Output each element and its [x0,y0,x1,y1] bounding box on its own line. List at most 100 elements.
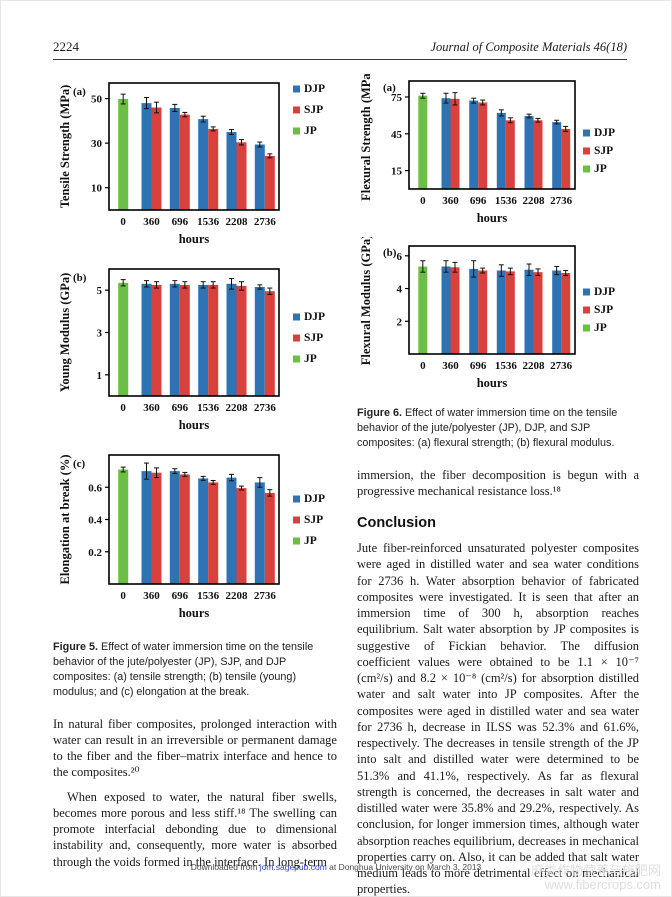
tensile-strength-chart: 0 360 696 1536 2208 2736 10 30 50 hours Tensile St… [58,82,325,246]
legend-label-sjp: SJP [304,514,323,526]
figure5-caption-lead: Figure 5. [53,641,98,653]
x-tick-label: 1536 [197,590,220,602]
x-tick-label: 0 [420,360,426,372]
figure6-caption-text: Effect of water immersion time on the te… [357,407,618,449]
figure5-chart-b: 0 360 696 1536 2208 2736 1 3 5 hours Young Modulus… [53,262,337,446]
body-paragraph-2: When exposed to water, the natural fiber… [53,789,337,869]
bar-sjp [505,120,515,189]
x-tick-label: 2736 [550,360,573,372]
y-tick-label: 4 [397,284,403,296]
x-tick-label: 1536 [197,402,220,414]
figure6-chart-a: 0 360 696 1536 2208 2736 15 45 75 hours Flexural S… [357,69,639,235]
plot-frame [408,245,576,355]
y-tick-label: 3 [97,328,103,340]
bar-djp [254,287,265,396]
y-tick-label: 75 [391,92,403,104]
legend-label-jp: JP [594,322,607,334]
bar-djp [441,266,451,354]
figure5-chart-a: 0 360 696 1536 2208 2736 10 30 50 hours Tensile St… [53,74,337,260]
y-tick-label: 45 [391,129,403,141]
figure6-caption: Figure 6. Effect of water immersion time… [357,406,639,451]
x-tick-label: 2736 [254,402,276,414]
y-tick-label: 5 [97,285,103,297]
watermark-line2: www.fibercrops.com [544,877,661,893]
footer-suffix: at Donghua University on March 3, 2013 [326,862,482,872]
figure5-caption-text: Effect of water immersion time on the te… [53,641,314,698]
flexural-modulus-chart: 0 360 696 1536 2208 2736 2 4 6 hours Flexural Modu… [359,235,615,390]
bar-sjp [151,472,162,584]
bar-djp [141,283,152,396]
x-tick-label: 360 [143,590,160,602]
figure5-caption: Figure 5. Effect of water immersion time… [53,640,337,700]
x-axis-label: hours [477,211,508,225]
legend-label-jp: JP [594,163,607,175]
panel-label: (a) [383,82,396,94]
bar-jp [418,95,428,189]
bar-sjp [264,291,275,396]
x-tick-label: 360 [442,195,459,207]
two-column-layout: 0 360 696 1536 2208 2736 10 30 50 hours Tensile St… [53,69,639,896]
bar-sjp [450,98,460,189]
y-axis-label: Young Modulus (GPa) [58,273,72,392]
x-tick-label: 360 [442,360,459,372]
legend-label-jp: JP [304,125,317,137]
x-tick-label: 2208 [226,590,249,602]
bar-djp [198,119,209,210]
bar-jp [118,99,129,210]
x-tick-label: 2208 [523,360,546,372]
legend-label-djp: DJP [594,286,615,298]
legend-swatch-djp [583,288,590,296]
panel-label: (b) [383,247,397,259]
legend-swatch-jp [293,537,300,545]
footer-prefix: Downloaded from [190,862,260,872]
legend-label-djp: DJP [594,127,615,139]
y-axis-label: Elongation at break (%) [58,455,72,585]
legend-swatch-djp [583,129,590,137]
bar-sjp [264,492,275,584]
x-tick-label: 0 [120,402,126,414]
legend-swatch-sjp [293,334,300,342]
bar-djp [198,478,209,584]
x-axis-label: hours [179,418,210,432]
x-tick-label: 360 [143,402,160,414]
y-tick-label: 1 [97,370,103,382]
bar-djp [524,116,534,189]
legend-swatch-jp [293,355,300,363]
panel-label: (a) [73,86,86,98]
bar-djp [254,482,265,584]
bar-sjp [208,284,219,396]
x-axis-label: hours [179,606,210,620]
legend-swatch-djp [293,85,300,93]
flexural-strength-chart: 0 360 696 1536 2208 2736 15 45 75 hours Flexural S… [359,69,615,225]
bar-djp [226,283,237,396]
x-tick-label: 696 [172,590,189,602]
bar-sjp [208,482,219,584]
plot-frame [408,80,576,190]
legend-swatch-sjp [583,147,590,155]
panel-label: (c) [73,458,86,470]
fibercrops-watermark: 麻类作物营养与施肥网 www.fibercrops.com [530,862,661,893]
y-tick-label: 0.4 [88,515,102,527]
legend-swatch-sjp [293,516,300,524]
watermark-line1: 麻类作物营养与施肥网 [530,862,661,878]
download-footer: Downloaded from jom.sagepub.com at Dongh… [1,862,671,872]
bar-sjp [151,284,162,396]
bar-sjp [561,273,571,354]
bar-sjp [561,128,571,189]
legend-swatch-djp [293,495,300,503]
plot-frame [108,454,280,585]
bar-sjp [236,142,247,210]
plot-frame [108,268,280,397]
bar-djp [496,112,506,189]
bar-djp [469,100,479,189]
y-tick-label: 0.2 [88,547,102,559]
y-axis-label: Tensile Strength (MPa) [58,85,72,209]
x-tick-label: 1536 [197,216,220,228]
bar-djp [552,122,562,189]
x-tick-label: 2736 [254,590,276,602]
x-tick-label: 0 [120,216,126,228]
bar-djp [552,270,562,354]
bar-sjp [533,272,543,354]
sagepub-link[interactable]: jom.sagepub.com [259,862,327,872]
